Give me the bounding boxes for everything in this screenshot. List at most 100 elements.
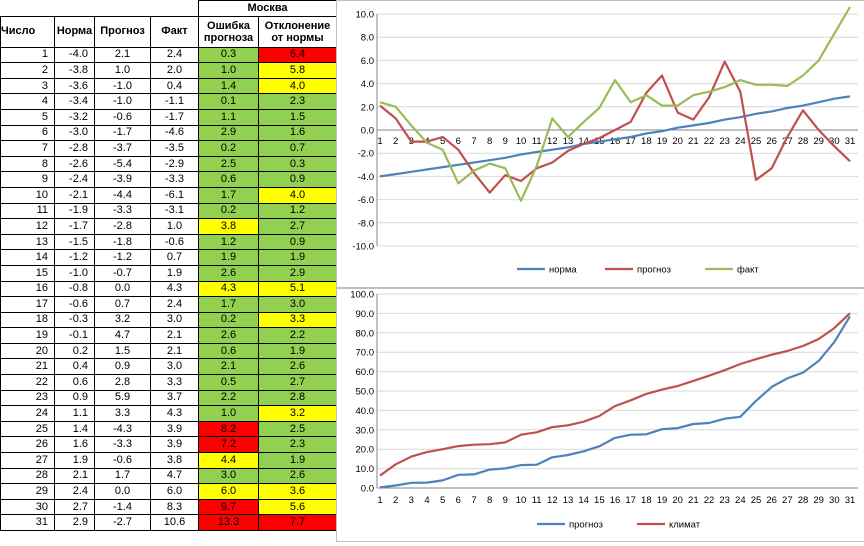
fact-cell: -3.5 xyxy=(150,140,199,157)
day-cell: 13 xyxy=(0,233,55,251)
day-cell: 12 xyxy=(0,218,55,235)
x-tick-label: 13 xyxy=(563,495,574,506)
x-tick-label: 25 xyxy=(751,495,762,506)
x-tick-label: 19 xyxy=(657,495,668,506)
fact-cell: 3.9 xyxy=(150,436,199,454)
deviation-cell: 5.8 xyxy=(257,62,338,79)
y-tick-label: -4.0 xyxy=(358,172,374,183)
x-tick-label: 14 xyxy=(578,136,589,147)
day-cell: 6 xyxy=(0,124,55,142)
fact-cell: 4.3 xyxy=(150,280,199,298)
x-tick-label: 2 xyxy=(393,136,398,147)
forecast-cell: 4.7 xyxy=(94,327,151,344)
cumulative-chart-svg: 100.090.080.070.060.050.040.030.020.010.… xyxy=(350,290,858,531)
x-tick-label: 22 xyxy=(704,136,715,147)
forecast-header: Прогноз xyxy=(94,15,151,48)
x-tick-label: 21 xyxy=(688,136,699,147)
norm-cell: 0.2 xyxy=(54,342,95,360)
day-header: Число xyxy=(0,15,55,48)
x-tick-label: 17 xyxy=(625,136,636,147)
day-cell: 1 xyxy=(0,46,55,64)
x-tick-label: 21 xyxy=(688,495,699,506)
fact-cell: -4.6 xyxy=(150,124,199,142)
y-tick-label: 8.0 xyxy=(361,33,374,44)
norm-cell: -3.6 xyxy=(54,77,95,95)
x-tick-label: 27 xyxy=(782,136,793,147)
x-tick-label: 18 xyxy=(641,136,652,147)
deviation-cell: 7.7 xyxy=(257,514,338,531)
table-row: 29 2.4 0.0 6.0 6.0 3.6 xyxy=(0,483,338,500)
fact-cell: 2.1 xyxy=(150,327,199,344)
error-header: Ошибка прогноза xyxy=(198,15,259,48)
error-cell: 0.2 xyxy=(198,140,259,157)
forecast-cell: -4.3 xyxy=(94,420,151,438)
temperature-chart-svg: 10.0 8.0 6.0 4.0 2.0 0.0 -2.0 -4.0 -6.0 -8.0 -10.0… xyxy=(352,6,858,276)
y-tick-label: -6.0 xyxy=(358,195,374,206)
y-tick-label: 0.0 xyxy=(361,484,374,495)
x-tick-label: 16 xyxy=(610,136,621,147)
table-row: 2 -3.8 1.0 2.0 1.0 5.8 xyxy=(0,62,338,79)
table-row: 8 -2.6 -5.4 -2.9 2.5 0.3 xyxy=(0,155,338,173)
forecast-cell: -5.4 xyxy=(94,155,151,173)
norm-cell: 0.9 xyxy=(54,389,95,407)
norm-cell: -0.8 xyxy=(54,280,95,298)
cumulative-chart: 100.0 90.0 80.0 70.0 60.0 50.0 40.0 30.0 20.0 10.… xyxy=(336,288,864,542)
day-cell: 17 xyxy=(0,296,55,313)
y-tick-label: 100.0 xyxy=(350,290,374,301)
fact-cell: 1.9 xyxy=(150,264,199,282)
norm-cell: 1.4 xyxy=(54,420,95,438)
error-cell: 0.6 xyxy=(198,342,259,360)
table-row: 26 1.6 -3.3 3.9 7.2 2.3 xyxy=(0,436,338,454)
table-row: 24 1.1 3.3 4.3 1.0 3.2 xyxy=(0,405,338,422)
y-tick-label: 30.0 xyxy=(356,425,375,436)
error-cell: 2.1 xyxy=(198,358,259,376)
fact-cell: -1.7 xyxy=(150,108,199,126)
deviation-cell: 2.3 xyxy=(257,93,338,110)
error-cell: 1.2 xyxy=(198,233,259,251)
table-row: 23 0.9 5.9 3.7 2.2 2.8 xyxy=(0,389,338,407)
day-cell: 2 xyxy=(0,62,55,79)
table-row: 21 0.4 0.9 3.0 2.1 2.6 xyxy=(0,358,338,376)
deviation-cell: 3.3 xyxy=(257,311,338,329)
x-tick-label: 26 xyxy=(766,136,777,147)
table-row: 11 -1.9 -3.3 -3.1 0.2 1.2 xyxy=(0,202,338,220)
x-tick-label: 19 xyxy=(657,136,668,147)
norm-cell: 1.1 xyxy=(54,405,95,422)
error-cell: 0.2 xyxy=(198,311,259,329)
x-tick-label: 16 xyxy=(610,495,621,506)
series-line-норма xyxy=(379,95,851,178)
table-row: 16 -0.8 0.0 4.3 4.3 5.1 xyxy=(0,280,338,298)
x-tick-label: 7 xyxy=(471,136,476,147)
deviation-cell: 2.7 xyxy=(257,218,338,235)
norm-cell: 0.6 xyxy=(54,374,95,391)
day-cell: 18 xyxy=(0,311,55,329)
table-row: 30 2.7 -1.4 8.3 9.7 5.6 xyxy=(0,498,338,516)
norm-cell: -3.4 xyxy=(54,93,95,110)
day-cell: 4 xyxy=(0,93,55,110)
day-cell: 9 xyxy=(0,171,55,188)
day-cell: 27 xyxy=(0,452,55,469)
x-tick-label: 10 xyxy=(516,136,527,147)
day-cell: 25 xyxy=(0,420,55,438)
deviation-cell: 1.5 xyxy=(257,108,338,126)
day-cell: 24 xyxy=(0,405,55,422)
day-cell: 26 xyxy=(0,436,55,454)
fact-cell: 3.3 xyxy=(150,374,199,391)
forecast-cell: -2.7 xyxy=(94,514,151,531)
forecast-cell: -1.0 xyxy=(94,93,151,110)
error-cell: 0.2 xyxy=(198,202,259,220)
norm-cell: -0.6 xyxy=(54,296,95,313)
error-cell: 2.6 xyxy=(198,264,259,282)
error-cell: 8.2 xyxy=(198,420,259,438)
norm-cell: -1.9 xyxy=(54,202,95,220)
deviation-cell: 0.9 xyxy=(257,233,338,251)
forecast-cell: 0.7 xyxy=(94,296,151,313)
x-tick-label: 22 xyxy=(704,495,715,506)
x-tick-label: 2 xyxy=(393,495,398,506)
deviation-cell: 1.6 xyxy=(257,124,338,142)
table-row: 25 1.4 -4.3 3.9 8.2 2.5 xyxy=(0,420,338,438)
day-cell: 8 xyxy=(0,155,55,173)
error-cell: 1.7 xyxy=(198,296,259,313)
table-row: 18 -0.3 3.2 3.0 0.2 3.3 xyxy=(0,311,338,329)
day-cell: 22 xyxy=(0,374,55,391)
